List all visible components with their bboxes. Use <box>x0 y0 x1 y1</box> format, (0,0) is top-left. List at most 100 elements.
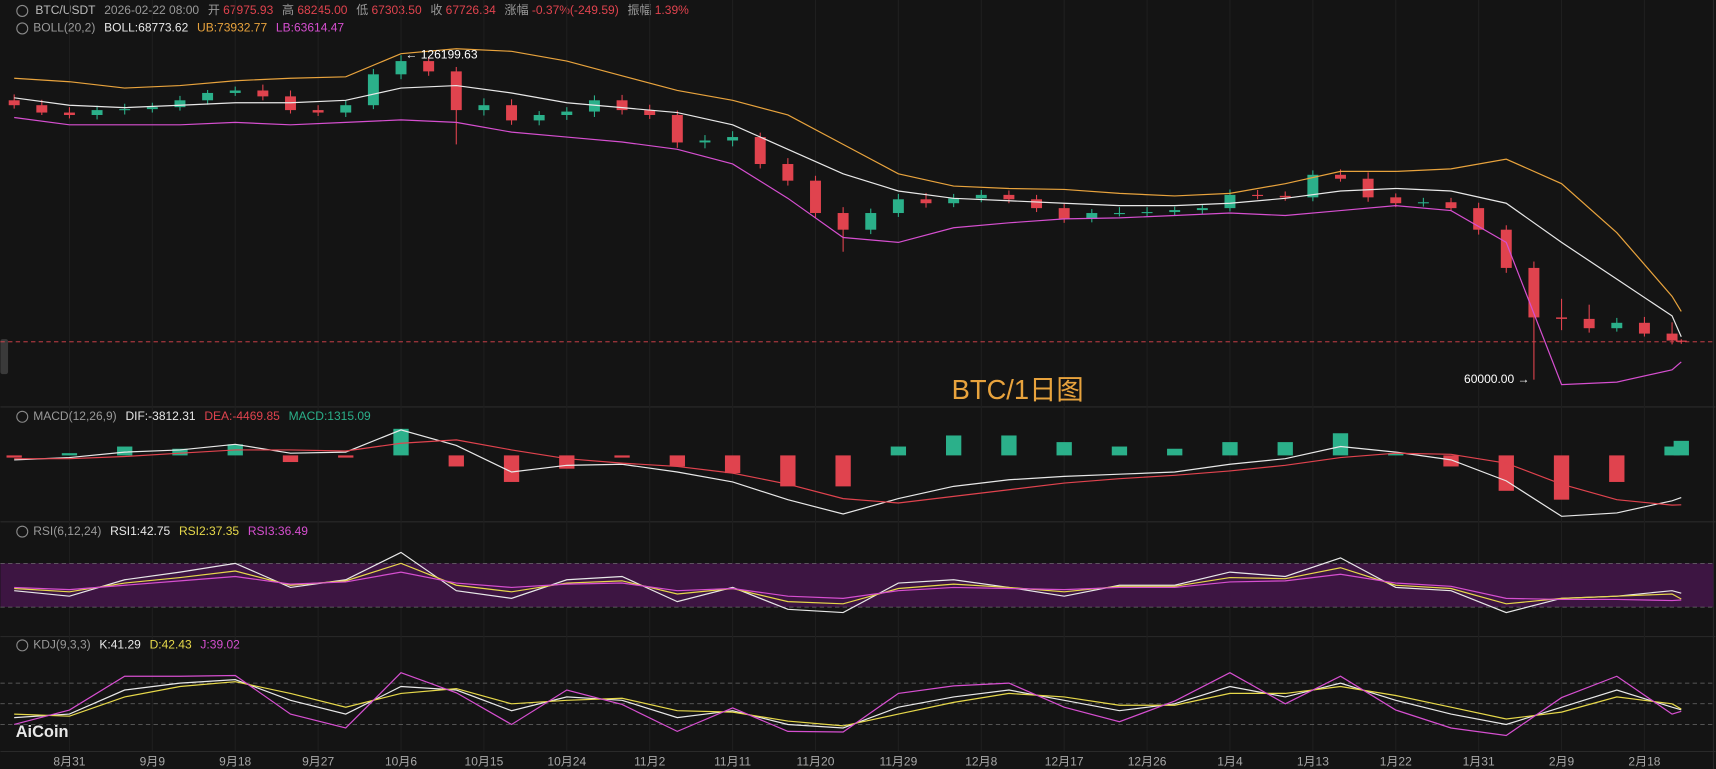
candle-body <box>63 112 75 115</box>
candle-body <box>588 100 600 112</box>
x-tick-label: 2月18 <box>1628 755 1660 769</box>
candle-body <box>1113 213 1125 215</box>
macd-bar <box>1001 435 1017 456</box>
candle-body <box>1528 267 1540 318</box>
candle-body <box>1307 174 1319 198</box>
candle-body <box>1031 199 1043 209</box>
x-tick-label: 9月18 <box>219 755 251 769</box>
field-label: 涨幅 <box>505 2 529 17</box>
candle-body <box>1279 195 1291 198</box>
candle-body <box>506 105 518 121</box>
candle-body <box>174 100 186 108</box>
candle-body <box>367 74 379 106</box>
candle-body <box>1666 333 1678 341</box>
field-value: 67303.50 <box>372 3 422 17</box>
candle-body <box>948 198 960 204</box>
legend-entry: MACD:1315.09 <box>289 409 371 423</box>
collapse-icon[interactable] <box>16 4 29 17</box>
candle-body <box>1196 208 1208 211</box>
macd-bar <box>1553 455 1570 500</box>
macd-bar <box>117 446 133 456</box>
candle-body <box>1638 322 1650 334</box>
candle-body <box>478 105 490 111</box>
candle-body <box>782 164 794 181</box>
candle-body <box>671 114 683 143</box>
candle-body <box>699 140 711 143</box>
macd-bar <box>1277 442 1293 456</box>
field-value: -0.37%(-249.59) <box>532 3 619 17</box>
macd-bar <box>1056 442 1072 456</box>
candle-body <box>119 109 131 111</box>
x-tick-label: 1月4 <box>1217 755 1243 769</box>
price-annotation: 60000.00 → <box>1464 372 1529 386</box>
indicator-line <box>14 681 1682 727</box>
legend-entry: J:39.02 <box>200 638 240 652</box>
indicator-line <box>14 571 1682 602</box>
candle-body <box>1611 322 1623 329</box>
legend-entry: RSI1:42.75 <box>110 524 170 538</box>
candle-body <box>865 213 877 230</box>
collapse-icon[interactable] <box>16 410 29 423</box>
indicator-line <box>14 672 1682 737</box>
candle-body <box>810 180 821 214</box>
indicator-title: KDJ(9,3,3) <box>33 638 90 652</box>
x-tick-label: 11月11 <box>714 755 751 769</box>
candle-body <box>1556 317 1568 319</box>
candle-body <box>1086 213 1098 219</box>
macd-bar <box>1222 442 1238 456</box>
x-tick-label: 12月26 <box>1128 755 1167 769</box>
x-tick-label: 8月31 <box>53 755 85 769</box>
macd-bar <box>1673 440 1689 456</box>
symbol: BTC/USDT <box>35 3 96 17</box>
field-value: 68245.00 <box>297 3 347 17</box>
legend-entry: RSI2:37.35 <box>179 524 239 538</box>
macd-bar <box>393 428 409 456</box>
macd-bar <box>61 453 78 456</box>
field-value: 67726.34 <box>446 3 496 17</box>
candle-body <box>1362 178 1374 198</box>
candle-body <box>561 111 573 115</box>
candle-body <box>533 114 545 121</box>
macd-bar <box>1167 448 1183 456</box>
collapse-icon[interactable] <box>16 525 29 538</box>
macd-bar <box>6 455 22 458</box>
x-tick-label: 10月6 <box>385 755 417 769</box>
candle-body <box>975 194 987 199</box>
macd-bar <box>448 455 464 467</box>
candle-body <box>1003 194 1015 200</box>
candle-body <box>1141 212 1153 214</box>
candle-body <box>1583 318 1595 329</box>
collapse-icon[interactable] <box>16 22 29 35</box>
x-tick-label: 12月8 <box>965 755 997 769</box>
field-value: 67975.93 <box>223 3 273 17</box>
side-handle[interactable] <box>0 339 9 375</box>
candle-body <box>1335 174 1346 179</box>
candle-body <box>1500 229 1512 268</box>
indicator-line <box>14 48 1682 312</box>
field-label: 开 <box>208 3 220 17</box>
indicator-line <box>14 84 1682 337</box>
candle-body <box>892 199 904 214</box>
candle-body <box>340 105 352 113</box>
x-tick-label: 1月13 <box>1297 755 1329 769</box>
macd-bar <box>780 455 796 487</box>
legend-entry: DIF:-3812.31 <box>125 409 195 423</box>
candle-body <box>1390 197 1402 204</box>
indicator-line <box>14 429 1682 517</box>
candle-body <box>644 110 656 115</box>
x-tick-label: 10月15 <box>465 755 504 769</box>
candle-body <box>1445 202 1457 209</box>
macd-bar <box>1388 453 1404 456</box>
macd-bar <box>835 455 851 487</box>
macd-bar <box>1609 455 1625 482</box>
collapse-icon[interactable] <box>16 639 29 652</box>
x-tick-label: 9月9 <box>140 755 166 769</box>
x-tick-label: 11月2 <box>634 755 665 769</box>
candle-body <box>1675 340 1687 342</box>
macd-bar <box>614 455 630 458</box>
indicator-title: MACD(12,26,9) <box>33 409 116 423</box>
